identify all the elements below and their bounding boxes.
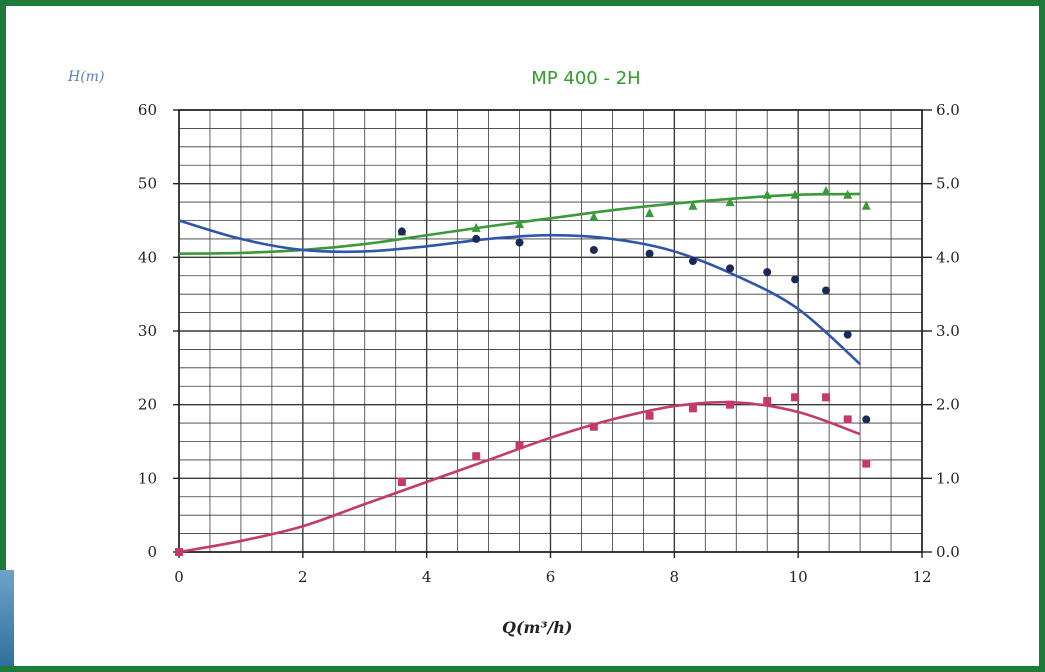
y-tick-label: 0	[147, 543, 157, 561]
data-point-square	[688, 404, 697, 413]
data-point-square	[472, 452, 481, 461]
data-point-square	[822, 393, 831, 402]
data-point-square	[843, 415, 852, 424]
data-point-square	[763, 396, 772, 405]
y-tick-label: 20	[138, 396, 157, 414]
chart-title: MP 400 - 2H	[531, 68, 641, 89]
data-point-circle	[688, 257, 697, 266]
data-point-square	[791, 393, 800, 402]
y-tick-label: 30	[138, 322, 157, 340]
data-point-square	[515, 441, 524, 450]
data-point-triangle	[821, 186, 831, 196]
data-point-circle	[515, 238, 524, 247]
data-point-circle	[822, 286, 831, 295]
x-tick-label: 4	[422, 568, 432, 586]
data-point-circle	[726, 264, 735, 273]
x-tick-label: 10	[789, 568, 808, 586]
data-point-circle	[791, 275, 800, 284]
data-point-triangle	[515, 219, 525, 229]
pump-curve-chart: 0 2 4 6 8 10 12 0 10 20 30 40 50 60 0.0 1.0 2.0 3.0 4.0 5.0…	[138, 101, 960, 586]
x-axis-label: Q(m³/h)	[502, 618, 573, 637]
data-point-square	[397, 478, 406, 487]
data-point-triangle	[645, 208, 655, 218]
y2-tick-label: 2.0	[936, 396, 960, 414]
data-point-square	[726, 400, 735, 409]
data-point-triangle	[762, 189, 772, 199]
data-point-circle	[589, 245, 598, 254]
data-point-triangle	[589, 211, 599, 221]
x-tick-label: 2	[298, 568, 308, 586]
x-tick-label: 6	[546, 568, 556, 586]
chart-frame: MP 400 - 2H H(m) Q(m³/h) 0 2 4 6 8 10 12 0 10 20 3…	[6, 6, 1039, 666]
data-point-triangle	[688, 200, 698, 210]
series-line	[178, 219, 861, 366]
y-tick-label: 10	[138, 469, 157, 487]
y-tick-label: 60	[138, 101, 157, 119]
y2-tick-label: 3.0	[936, 322, 960, 340]
data-point-circle	[763, 268, 772, 277]
y2-tick-label: 4.0	[936, 248, 960, 266]
data-point-circle	[843, 330, 852, 339]
x-tick-label: 8	[670, 568, 680, 586]
data-point-triangle	[790, 189, 800, 199]
data-point-circle	[645, 249, 654, 258]
data-point-circle	[862, 415, 871, 424]
data-point-triangle	[861, 200, 871, 210]
y2-tick-label: 5.0	[936, 175, 960, 193]
y-axis-label: H(m)	[68, 69, 105, 85]
data-point-square	[862, 459, 871, 468]
y-tick-label: 50	[138, 175, 157, 193]
series-line	[178, 400, 861, 554]
data-point-triangle	[725, 197, 735, 207]
data-point-circle	[472, 234, 481, 243]
data-point-square	[645, 411, 654, 420]
y2-tick-label: 0.0	[936, 543, 960, 561]
data-point-triangle	[471, 222, 481, 232]
x-tick-label: 12	[912, 568, 931, 586]
side-decoration-strip	[0, 570, 14, 666]
x-tick-label: 0	[174, 568, 184, 586]
y2-tick-label: 6.0	[936, 101, 960, 119]
data-point-triangle	[843, 189, 853, 199]
data-point-square	[175, 548, 183, 556]
y-tick-label: 40	[138, 248, 157, 266]
data-point-square	[589, 422, 598, 431]
y2-tick-label: 1.0	[936, 469, 960, 487]
data-point-circle	[397, 227, 406, 236]
